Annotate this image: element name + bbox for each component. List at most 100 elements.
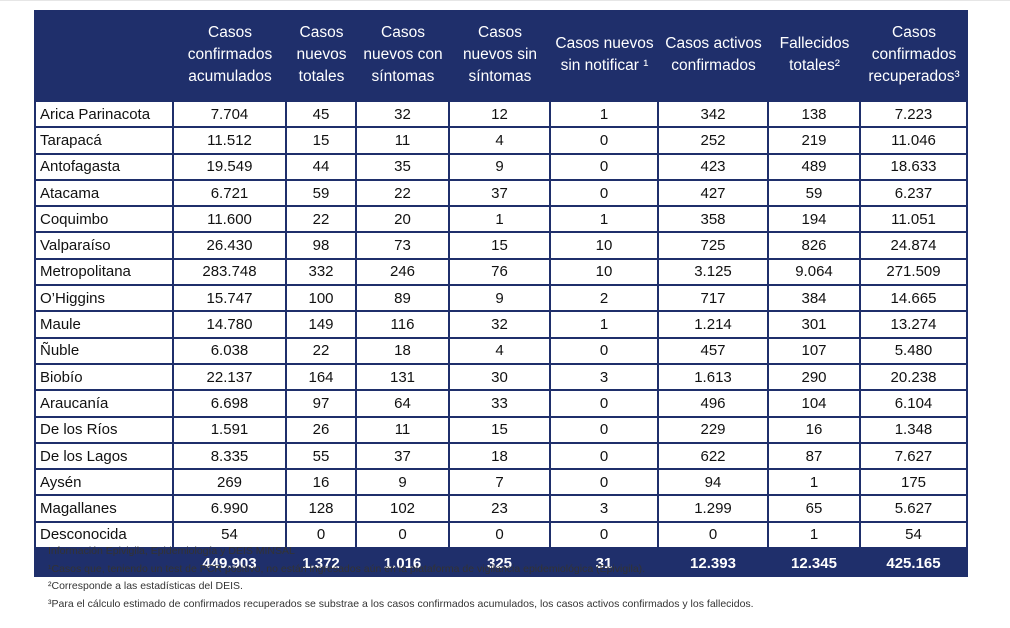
table-row: Antofagasta 19.549 44 35 9 0 423 489 18.633 [34, 154, 968, 181]
value-cell: 12 [450, 100, 551, 129]
value-cell: 11 [357, 128, 450, 155]
value-cell: 1 [769, 470, 861, 497]
header-activos-confirmados: Casos activos confirmados [659, 10, 769, 100]
value-cell: 1 [769, 522, 861, 550]
value-cell: 0 [551, 128, 659, 155]
value-cell: 7.627 [861, 443, 968, 471]
value-cell: 1.214 [659, 312, 769, 339]
value-cell: 290 [769, 364, 861, 392]
value-cell: 44 [287, 154, 357, 181]
header-confirmados-acumulados: Casos confirmados acumulados [174, 10, 287, 100]
region-name-cell: O’Higgins [34, 286, 174, 313]
value-cell: 457 [659, 338, 769, 365]
value-cell: 13.274 [861, 312, 968, 339]
value-cell: 7 [450, 470, 551, 497]
header-nuevos-totales: Casos nuevos totales [287, 10, 357, 100]
value-cell: 252 [659, 128, 769, 155]
value-cell: 4 [450, 128, 551, 155]
footnote-3: ³Para el cálculo estimado de confirmados… [48, 597, 754, 610]
value-cell: 283.748 [174, 259, 287, 287]
value-cell: 22.137 [174, 364, 287, 392]
value-cell: 116 [357, 312, 450, 339]
value-cell: 219 [769, 128, 861, 155]
value-cell: 11.046 [861, 128, 968, 155]
value-cell: 37 [450, 180, 551, 208]
table-row: Biobío 22.137 164 131 30 3 1.613 290 20.238 [34, 364, 968, 392]
value-cell: 20 [357, 207, 450, 234]
header-row: Casos confirmados acumulados Casos nuevo… [34, 10, 968, 100]
value-cell: 3.125 [659, 259, 769, 287]
region-name-cell: Araucanía [34, 391, 174, 418]
header-nuevos-con-sintomas: Casos nuevos con síntomas [357, 10, 450, 100]
value-cell: 16 [769, 417, 861, 444]
value-cell: 65 [769, 496, 861, 523]
table-row: Coquimbo 11.600 22 20 1 1 358 194 11.051 [34, 207, 968, 234]
table-row: Valparaíso 26.430 98 73 15 10 725 826 24.874 [34, 233, 968, 260]
value-cell: 427 [659, 180, 769, 208]
value-cell: 358 [659, 207, 769, 234]
value-cell: 1 [450, 207, 551, 234]
table-row: Tarapacá 11.512 15 11 4 0 252 219 11.046 [34, 128, 968, 155]
top-divider [0, 0, 1010, 1]
total-cell: 12.345 [769, 549, 861, 578]
header-region [34, 10, 174, 100]
region-name-cell: Coquimbo [34, 207, 174, 234]
footnote-source: Información Epivigila, Epidemiología y D… [48, 545, 295, 557]
value-cell: 1 [551, 100, 659, 129]
value-cell: 6.104 [861, 391, 968, 418]
value-cell: 0 [551, 522, 659, 550]
header-fallecidos-totales: Fallecidos totales² [769, 10, 861, 100]
value-cell: 1.348 [861, 417, 968, 444]
value-cell: 3 [551, 496, 659, 523]
value-cell: 11.600 [174, 207, 287, 234]
header-nuevos-sin-notificar: Casos nuevos sin notificar ¹ [551, 10, 659, 100]
covid-regions-table-container: Casos confirmados acumulados Casos nuevo… [34, 10, 968, 578]
totals-row: 449.903 1.372 1.016 325 31 12.393 12.345… [34, 549, 968, 578]
value-cell: 0 [357, 522, 450, 550]
table-row: De los Ríos 1.591 26 11 15 0 229 16 1.348 [34, 417, 968, 444]
value-cell: 15.747 [174, 286, 287, 313]
value-cell: 1 [551, 207, 659, 234]
value-cell: 131 [357, 364, 450, 392]
value-cell: 175 [861, 470, 968, 497]
table-row: Desconocida 54 0 0 0 0 0 1 54 [34, 522, 968, 550]
table-body: Arica Parinacota 7.704 45 32 12 1 342 138 7.223 T… [34, 100, 968, 550]
value-cell: 489 [769, 154, 861, 181]
value-cell: 342 [659, 100, 769, 129]
region-name-cell: De los Ríos [34, 417, 174, 444]
value-cell: 6.721 [174, 180, 287, 208]
region-name-cell: Atacama [34, 180, 174, 208]
value-cell: 6.990 [174, 496, 287, 523]
value-cell: 5.627 [861, 496, 968, 523]
value-cell: 100 [287, 286, 357, 313]
table-row: O’Higgins 15.747 100 89 9 2 717 384 14.665 [34, 286, 968, 313]
value-cell: 9 [450, 286, 551, 313]
value-cell: 10 [551, 259, 659, 287]
value-cell: 10 [551, 233, 659, 260]
table-row: Arica Parinacota 7.704 45 32 12 1 342 138 7.223 [34, 100, 968, 129]
value-cell: 0 [551, 417, 659, 444]
region-name-cell: Valparaíso [34, 233, 174, 260]
value-cell: 1.299 [659, 496, 769, 523]
table-row: Ñuble 6.038 22 18 4 0 457 107 5.480 [34, 338, 968, 365]
value-cell: 54 [861, 522, 968, 550]
region-name-cell: Tarapacá [34, 128, 174, 155]
value-cell: 107 [769, 338, 861, 365]
value-cell: 37 [357, 443, 450, 471]
value-cell: 87 [769, 443, 861, 471]
value-cell: 19.549 [174, 154, 287, 181]
value-cell: 128 [287, 496, 357, 523]
value-cell: 496 [659, 391, 769, 418]
value-cell: 149 [287, 312, 357, 339]
value-cell: 6.237 [861, 180, 968, 208]
region-name-cell: Magallanes [34, 496, 174, 523]
table-row: Maule 14.780 149 116 32 1 1.214 301 13.274 [34, 312, 968, 339]
value-cell: 0 [551, 154, 659, 181]
region-name-cell: Metropolitana [34, 259, 174, 287]
value-cell: 59 [287, 180, 357, 208]
footnote-2: ²Corresponde a las estadísticas del DEIS… [48, 580, 243, 592]
value-cell: 1 [551, 312, 659, 339]
region-name-cell: Ñuble [34, 338, 174, 365]
value-cell: 11.512 [174, 128, 287, 155]
value-cell: 271.509 [861, 259, 968, 287]
